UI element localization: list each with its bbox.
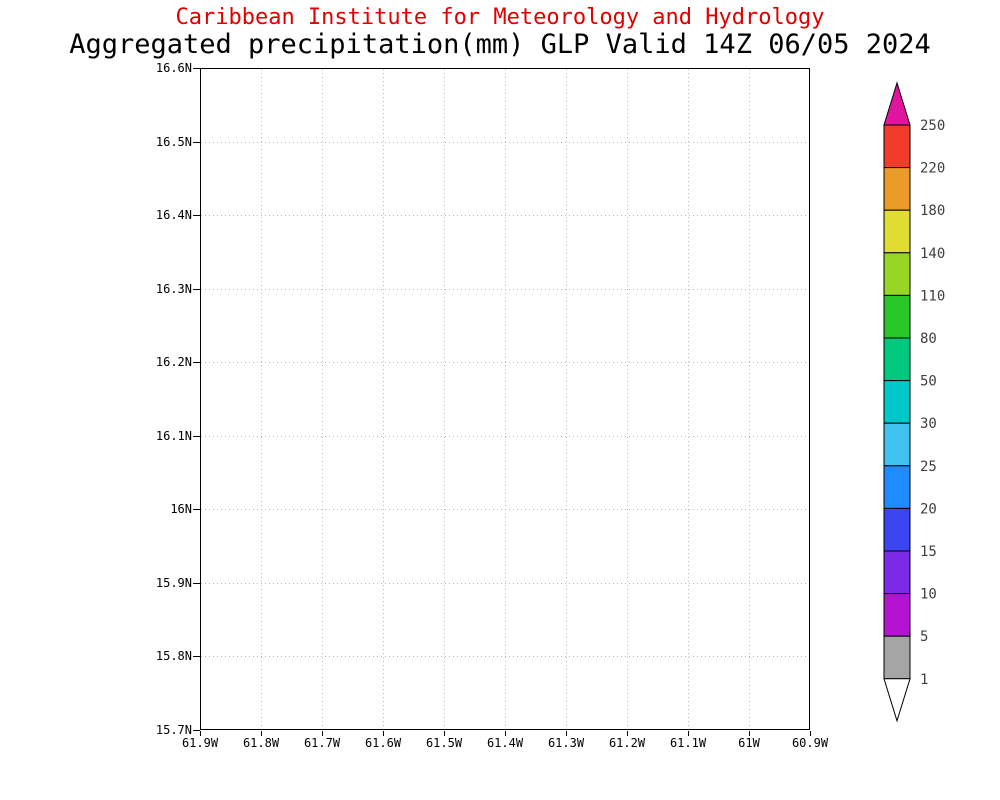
vertical-gridline	[383, 69, 384, 729]
x-tick-label: 61.2W	[608, 736, 646, 750]
colorbar-level-label: 15	[920, 544, 937, 560]
y-tick-mark	[193, 730, 200, 731]
vertical-gridline	[749, 69, 750, 729]
colorbar-level-label: 220	[920, 161, 945, 177]
y-tick-label: 15.8N	[155, 649, 192, 664]
x-tick-label: 61.3W	[547, 736, 585, 750]
x-tick-label: 61.4W	[486, 736, 524, 750]
y-tick-mark	[193, 362, 200, 364]
y-tick-label: 16.1N	[155, 428, 192, 443]
y-tick-mark	[193, 582, 200, 584]
colorbar-arrow-top	[883, 81, 911, 126]
vertical-gridline	[505, 69, 506, 729]
colorbar-level-label: 180	[920, 203, 945, 219]
colorbar-segment	[883, 422, 911, 467]
y-tick-label: 16.2N	[155, 355, 192, 370]
x-tick-label: 61.8W	[242, 736, 280, 750]
x-tick-label: 61.9W	[181, 736, 219, 750]
y-tick-mark	[193, 288, 200, 290]
colorbar-segment	[883, 380, 911, 424]
colorbar-segment	[883, 507, 911, 552]
colorbar-segment	[883, 465, 911, 509]
colorbar-level-label: 10	[920, 587, 937, 603]
x-tick-label: 61.6W	[364, 736, 402, 750]
colorbar-level-label: 250	[920, 118, 945, 134]
x-tick-mark	[505, 731, 506, 736]
vertical-gridline	[261, 69, 262, 729]
y-tick-mark	[193, 509, 200, 511]
x-tick-mark	[749, 731, 750, 736]
colorbar-level-label: 20	[920, 501, 937, 517]
vertical-gridline	[566, 69, 567, 729]
colorbar-segment	[883, 593, 911, 637]
x-tick-mark	[566, 731, 567, 736]
vertical-gridline	[444, 69, 445, 729]
institute-subtitle: Caribbean Institute for Meteorology and …	[175, 5, 825, 30]
colorbar-level-label: 140	[920, 246, 945, 262]
colorbar-segment	[883, 294, 911, 339]
y-tick-mark	[193, 215, 200, 217]
colorbar-segment	[883, 167, 911, 211]
y-tick-label: 16.5N	[155, 134, 192, 149]
colorbar-segment	[883, 635, 911, 680]
x-tick-label: 61W	[738, 736, 760, 750]
x-tick-mark	[200, 731, 201, 736]
vertical-gridline	[322, 69, 323, 729]
grid	[201, 69, 809, 729]
chart-title: Aggregated precipitation(mm) GLP Valid 1…	[69, 29, 931, 60]
y-tick-label: 16.4N	[155, 208, 192, 223]
x-tick-label: 61.1W	[669, 736, 707, 750]
colorbar-level-label: 50	[920, 374, 937, 390]
colorbar-level-label: 30	[920, 416, 937, 432]
y-tick-mark	[193, 435, 200, 437]
x-tick-label: 61.7W	[303, 736, 341, 750]
colorbar-segment	[883, 550, 911, 595]
y-tick-label: 15.7N	[155, 723, 192, 737]
colorbar-segment	[883, 252, 911, 296]
colorbar-segment	[883, 209, 911, 254]
x-tick-mark	[810, 731, 811, 736]
map-plot-area	[200, 68, 810, 730]
vertical-gridline	[627, 69, 628, 729]
colorbar-arrow-bottom	[883, 678, 911, 723]
colorbar: 250 220 180 140 110 80 50 30 25 20 15 10 5 1	[880, 81, 970, 731]
y-tick-mark	[193, 68, 200, 69]
colorbar-segment	[883, 337, 911, 382]
colorbar-level-label: 25	[920, 459, 937, 475]
x-tick-mark	[261, 731, 262, 736]
colorbar-level-label: 1	[920, 672, 928, 688]
colorbar-level-label: 80	[920, 331, 937, 347]
x-tick-mark	[627, 731, 628, 736]
y-tick-label: 16.3N	[155, 281, 192, 296]
y-tick-label: 16.6N	[155, 61, 192, 75]
colorbar-level-label: 110	[920, 288, 945, 304]
y-tick-label: 15.9N	[155, 575, 192, 590]
x-tick-mark	[322, 731, 323, 736]
colorbar-level-label: 5	[920, 629, 928, 645]
y-tick-label: 16N	[170, 502, 192, 517]
x-tick-mark	[444, 731, 445, 736]
y-tick-mark	[193, 656, 200, 658]
y-tick-mark	[193, 141, 200, 143]
x-tick-mark	[383, 731, 384, 736]
x-tick-label: 60.9W	[791, 736, 829, 750]
vertical-gridline	[688, 69, 689, 729]
colorbar-segment	[883, 124, 911, 169]
x-tick-mark	[688, 731, 689, 736]
x-tick-label: 61.5W	[425, 736, 463, 750]
